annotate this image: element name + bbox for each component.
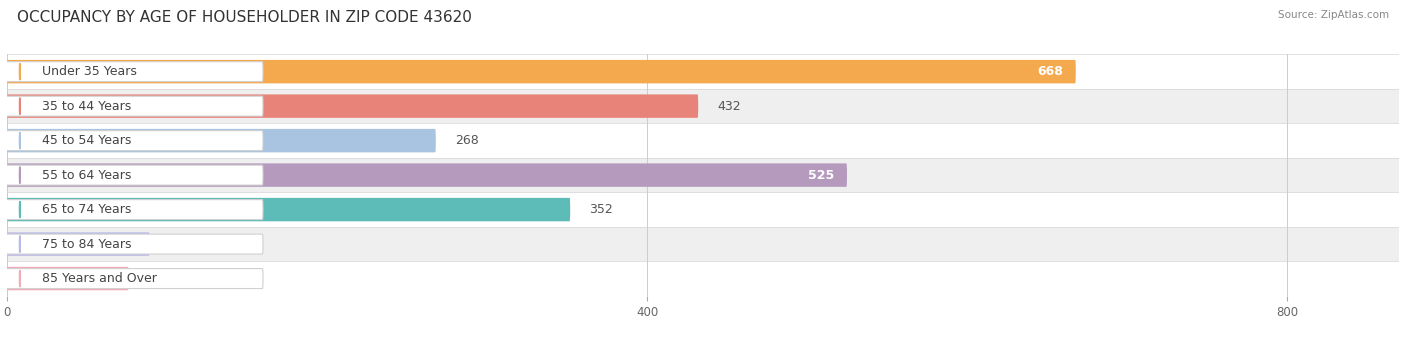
FancyBboxPatch shape	[0, 269, 263, 289]
Text: 525: 525	[808, 169, 834, 182]
FancyBboxPatch shape	[7, 89, 1399, 123]
Text: 45 to 54 Years: 45 to 54 Years	[42, 134, 132, 147]
FancyBboxPatch shape	[7, 267, 128, 290]
FancyBboxPatch shape	[7, 60, 1076, 83]
Text: 89: 89	[169, 238, 184, 251]
FancyBboxPatch shape	[7, 158, 1399, 192]
FancyBboxPatch shape	[7, 95, 699, 118]
Text: 55 to 64 Years: 55 to 64 Years	[42, 169, 132, 182]
Text: 432: 432	[717, 100, 741, 113]
Text: 268: 268	[456, 134, 479, 147]
FancyBboxPatch shape	[7, 164, 846, 187]
Text: 352: 352	[589, 203, 613, 216]
FancyBboxPatch shape	[7, 232, 149, 256]
FancyBboxPatch shape	[7, 261, 1399, 296]
FancyBboxPatch shape	[0, 131, 263, 151]
Text: OCCUPANCY BY AGE OF HOUSEHOLDER IN ZIP CODE 43620: OCCUPANCY BY AGE OF HOUSEHOLDER IN ZIP C…	[17, 10, 472, 25]
FancyBboxPatch shape	[7, 227, 1399, 261]
FancyBboxPatch shape	[0, 200, 263, 220]
Text: Source: ZipAtlas.com: Source: ZipAtlas.com	[1278, 10, 1389, 20]
Text: 75 to 84 Years: 75 to 84 Years	[42, 238, 132, 251]
FancyBboxPatch shape	[7, 123, 1399, 158]
FancyBboxPatch shape	[0, 234, 263, 254]
FancyBboxPatch shape	[0, 96, 263, 116]
FancyBboxPatch shape	[7, 54, 1399, 89]
FancyBboxPatch shape	[7, 198, 571, 221]
FancyBboxPatch shape	[0, 62, 263, 82]
Text: 35 to 44 Years: 35 to 44 Years	[42, 100, 132, 113]
Text: Under 35 Years: Under 35 Years	[42, 65, 138, 78]
Text: 76: 76	[148, 272, 163, 285]
FancyBboxPatch shape	[7, 192, 1399, 227]
FancyBboxPatch shape	[7, 129, 436, 152]
Text: 668: 668	[1038, 65, 1063, 78]
Text: 65 to 74 Years: 65 to 74 Years	[42, 203, 132, 216]
FancyBboxPatch shape	[0, 165, 263, 185]
Text: 85 Years and Over: 85 Years and Over	[42, 272, 157, 285]
